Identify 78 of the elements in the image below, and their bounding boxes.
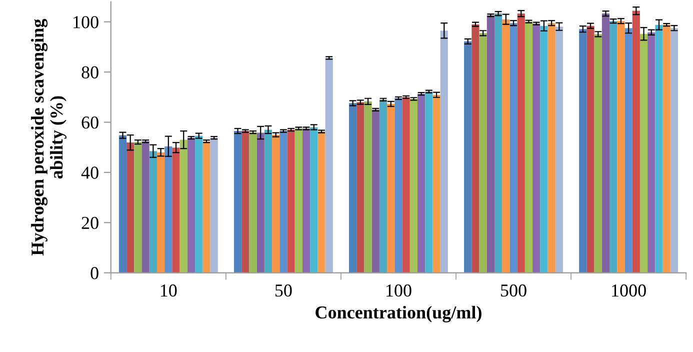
y-axis-title: Hydrogen peroxide scavenging ability (%) xyxy=(30,18,66,256)
bar xyxy=(418,94,426,273)
bar xyxy=(540,26,548,273)
bar xyxy=(325,58,333,273)
bar xyxy=(610,21,618,273)
bar xyxy=(356,102,364,273)
x-tick-label: 500 xyxy=(501,284,526,297)
y-tick-label: 40 xyxy=(81,166,98,179)
bar xyxy=(617,21,625,273)
bar xyxy=(432,94,440,273)
bar xyxy=(126,142,134,273)
bar xyxy=(548,23,556,273)
bar xyxy=(134,142,142,273)
bar xyxy=(249,132,257,273)
bar xyxy=(156,152,165,273)
bar xyxy=(464,41,472,273)
bar xyxy=(364,101,372,273)
bar xyxy=(555,26,563,273)
bar xyxy=(195,136,203,273)
bar xyxy=(662,24,670,273)
bar xyxy=(472,24,480,273)
x-tick-label: 50 xyxy=(275,284,292,297)
bar xyxy=(180,140,188,273)
x-tick-label: 100 xyxy=(386,284,412,297)
bar xyxy=(640,34,648,273)
bar xyxy=(302,128,310,273)
bar xyxy=(210,138,218,273)
bar xyxy=(655,24,663,273)
bar xyxy=(670,28,678,273)
bar xyxy=(118,135,127,273)
bar xyxy=(187,138,196,273)
bar xyxy=(287,130,295,273)
x-axis-title: Concentration(ug/ml) xyxy=(316,306,482,322)
bar xyxy=(425,92,433,273)
bar xyxy=(172,148,180,273)
bar xyxy=(149,151,157,273)
bar xyxy=(264,130,272,273)
bar xyxy=(586,26,594,273)
bar xyxy=(624,28,632,273)
bar xyxy=(234,131,242,273)
bar xyxy=(479,33,487,273)
y-tick-label: 100 xyxy=(74,16,98,28)
y-tick-label: 60 xyxy=(82,116,98,129)
bar xyxy=(294,128,302,273)
bar xyxy=(394,98,402,273)
bar xyxy=(579,29,587,273)
bar xyxy=(272,134,280,273)
bar xyxy=(349,103,357,273)
bar xyxy=(410,98,418,273)
bar xyxy=(318,132,326,273)
bar xyxy=(164,146,172,273)
bar xyxy=(502,19,510,273)
bar xyxy=(402,97,410,273)
y-tick-label: 20 xyxy=(82,216,98,230)
bar xyxy=(602,14,610,273)
bar xyxy=(310,127,318,273)
bar xyxy=(532,24,540,273)
bar xyxy=(524,22,533,273)
bar xyxy=(494,14,502,273)
bar xyxy=(648,32,656,273)
bar xyxy=(632,10,640,273)
bar xyxy=(379,100,388,273)
bar xyxy=(440,30,448,273)
y-tick-label: 0 xyxy=(90,267,98,280)
bar xyxy=(510,23,518,273)
bar xyxy=(372,110,380,273)
bar xyxy=(242,131,250,273)
bar xyxy=(202,141,210,273)
bar xyxy=(387,104,395,273)
x-tick-label: 1000 xyxy=(612,284,646,297)
bar xyxy=(280,131,288,273)
bar xyxy=(594,34,602,273)
x-tick-label: 10 xyxy=(160,284,177,297)
bar xyxy=(486,15,494,273)
bar xyxy=(142,141,150,273)
y-tick-label: 80 xyxy=(82,66,98,78)
bar xyxy=(256,132,264,273)
bar xyxy=(517,14,525,273)
